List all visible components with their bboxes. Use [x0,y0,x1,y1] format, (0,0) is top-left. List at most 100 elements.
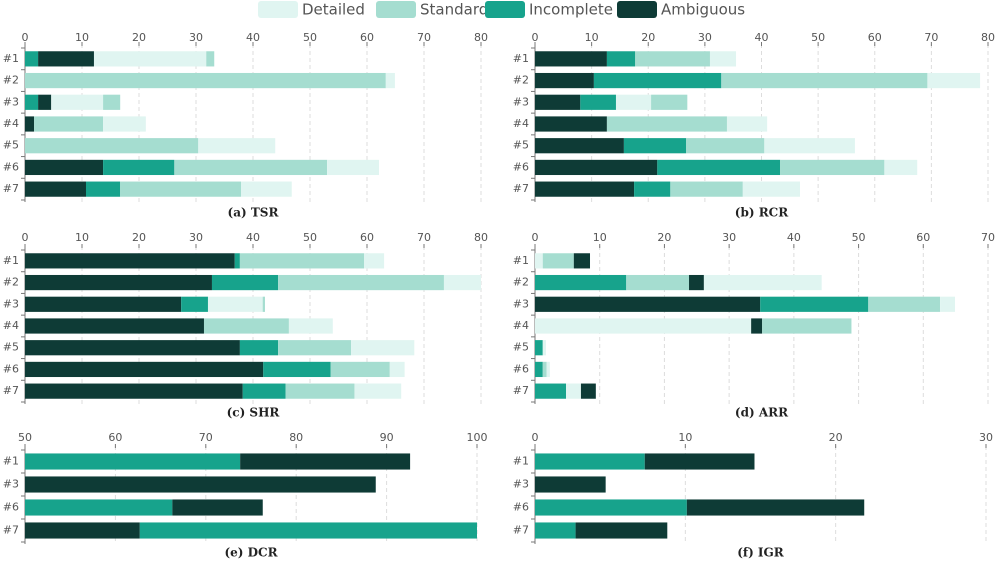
y-tick-label: #1 [513,455,529,468]
y-tick-label: #3 [513,297,529,310]
bar-segment [263,361,331,378]
bar-segment [721,72,928,89]
x-tick-label: 60 [868,31,882,44]
bar-segment [330,361,390,378]
bar-segment [535,51,607,67]
x-tick-label: 10 [75,31,89,44]
bar-segment [686,138,765,154]
x-tick-label: 60 [360,31,374,44]
bar-segment [242,383,286,399]
y-tick-label: #6 [3,501,19,514]
x-tick-label: 60 [360,231,374,244]
y-tick-label: #1 [3,455,19,468]
y-tick-label: #2 [513,74,529,87]
y-tick-label: #6 [513,362,529,375]
bar-segment [546,361,550,378]
y-tick-label: #7 [3,384,19,397]
x-tick-label: 20 [657,231,671,244]
legend-swatch [617,1,657,18]
bar-segment [726,116,768,132]
bar-segment [25,453,241,470]
bar-segment [634,181,671,197]
bar-segment [181,296,208,312]
bar-segment [25,318,204,334]
bar-segment [709,51,737,67]
bar-segment [234,253,240,269]
y-tick-label: #4 [3,117,19,130]
bar-segment [25,476,376,493]
y-tick-label: #2 [3,74,19,87]
bar-segment [940,296,955,312]
x-tick-label: 10 [593,231,607,244]
bar-segment [606,116,727,132]
bar-segment [25,253,235,269]
x-tick-label: 70 [924,31,938,44]
x-tick-label: 30 [189,31,203,44]
x-tick-label: 20 [829,431,843,444]
y-tick-label: #5 [3,139,19,152]
legend-label: Standard [420,1,488,19]
bar-segment [535,72,594,89]
bar-segment [239,253,365,269]
x-tick-label: 0 [532,231,539,244]
bar-segment [575,522,668,539]
bar-segment [103,159,175,176]
bar-segment [85,181,121,197]
bar-segment [25,138,199,154]
y-tick-label: #2 [3,276,19,289]
bar-segment [580,94,616,110]
y-tick-label: #6 [3,160,19,173]
bar-segment [868,296,941,312]
bar-segment [535,159,658,176]
bar-segment [25,159,104,176]
x-tick-label: 80 [981,31,995,44]
bar-segment [535,253,543,269]
x-tick-label: 80 [474,231,488,244]
legend-swatch [485,1,525,18]
bar-segment [206,51,215,67]
bar-segment [327,159,379,176]
legend-label: Ambiguous [661,1,745,19]
y-tick-label: #6 [513,160,529,173]
bar-segment [542,253,574,269]
legend-swatch [376,1,416,18]
bar-segment [285,383,355,399]
y-tick-label: #7 [513,384,529,397]
bar-segment [535,453,645,470]
x-tick-label: 40 [246,231,260,244]
bar-segment [606,51,636,67]
bar-segment [25,72,386,89]
bar-segment [535,296,761,312]
x-tick-label: 80 [474,31,488,44]
bar-segment [780,159,885,176]
bar-segment [240,453,411,470]
bar-segment [262,296,265,312]
x-tick-label: 70 [981,231,995,244]
caption: (e) DCR [224,546,278,560]
x-tick-label: 70 [417,231,431,244]
bar-segment [25,51,39,67]
bar-segment [535,138,624,154]
bar-segment [751,318,763,334]
bar-segment [535,499,687,516]
y-tick-label: #4 [513,319,529,332]
caption: (d) ARR [735,406,789,420]
y-tick-label: #3 [3,297,19,310]
bar-segment [207,296,263,312]
bar-segment [443,274,481,291]
bar-segment [689,274,704,291]
y-tick-label: #6 [513,501,529,514]
bar-segment [278,274,444,291]
bar-segment [542,361,547,378]
y-tick-label: #3 [513,95,529,108]
bar-segment [103,116,146,132]
x-tick-label: 20 [132,31,146,44]
bar-segment [93,51,207,67]
bar-segment [686,499,865,516]
bar-segment [535,361,543,378]
y-tick-label: #7 [3,524,19,537]
bar-segment [351,340,415,356]
x-tick-label: 30 [722,231,736,244]
bar-segment [615,94,652,110]
